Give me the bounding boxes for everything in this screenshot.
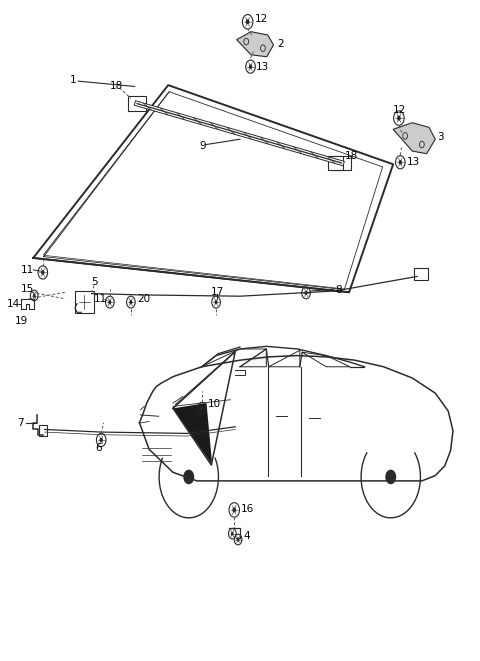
Bar: [75, 292, 94, 313]
Text: 6: 6: [96, 443, 102, 453]
Text: 12: 12: [254, 14, 268, 24]
Circle shape: [200, 407, 203, 410]
Text: 18: 18: [110, 81, 123, 91]
Circle shape: [99, 438, 103, 442]
Polygon shape: [393, 123, 435, 154]
Bar: [128, 97, 146, 111]
Circle shape: [215, 300, 217, 304]
Text: 9: 9: [199, 141, 206, 151]
Bar: [332, 156, 350, 171]
Circle shape: [140, 424, 157, 448]
Text: 8: 8: [336, 285, 342, 295]
Circle shape: [184, 471, 193, 484]
Circle shape: [397, 116, 401, 121]
Circle shape: [386, 471, 396, 484]
Text: 7: 7: [17, 418, 24, 428]
Text: 3: 3: [437, 132, 444, 142]
Text: 5: 5: [92, 278, 98, 288]
Text: 16: 16: [241, 504, 254, 514]
Circle shape: [33, 293, 36, 297]
Polygon shape: [237, 32, 274, 57]
Bar: [414, 268, 428, 280]
Circle shape: [155, 427, 168, 446]
Text: 19: 19: [15, 315, 28, 326]
Text: 2: 2: [277, 38, 284, 48]
Circle shape: [246, 19, 250, 24]
Circle shape: [363, 439, 419, 515]
Text: 20: 20: [137, 294, 150, 304]
Text: 1: 1: [70, 75, 77, 85]
Text: 14: 14: [6, 299, 20, 309]
Circle shape: [161, 439, 216, 515]
Bar: [39, 426, 47, 436]
Circle shape: [130, 300, 132, 304]
Text: 11: 11: [21, 265, 34, 275]
Circle shape: [237, 538, 240, 541]
Circle shape: [232, 508, 236, 512]
Text: 10: 10: [207, 399, 221, 409]
Circle shape: [108, 300, 111, 304]
Polygon shape: [240, 349, 266, 367]
Text: 18: 18: [345, 151, 359, 161]
Bar: [328, 157, 343, 170]
Circle shape: [173, 456, 204, 498]
Text: 11: 11: [94, 294, 107, 304]
Circle shape: [399, 160, 402, 165]
Circle shape: [41, 270, 45, 275]
Circle shape: [231, 532, 234, 535]
Text: 17: 17: [211, 288, 225, 297]
Circle shape: [249, 64, 252, 69]
Text: 12: 12: [393, 105, 407, 115]
Text: 4: 4: [244, 531, 251, 541]
Circle shape: [375, 456, 406, 498]
Polygon shape: [173, 403, 212, 465]
Text: 13: 13: [407, 157, 420, 167]
Circle shape: [304, 291, 308, 295]
Text: 15: 15: [21, 284, 34, 294]
Text: 13: 13: [256, 61, 270, 71]
